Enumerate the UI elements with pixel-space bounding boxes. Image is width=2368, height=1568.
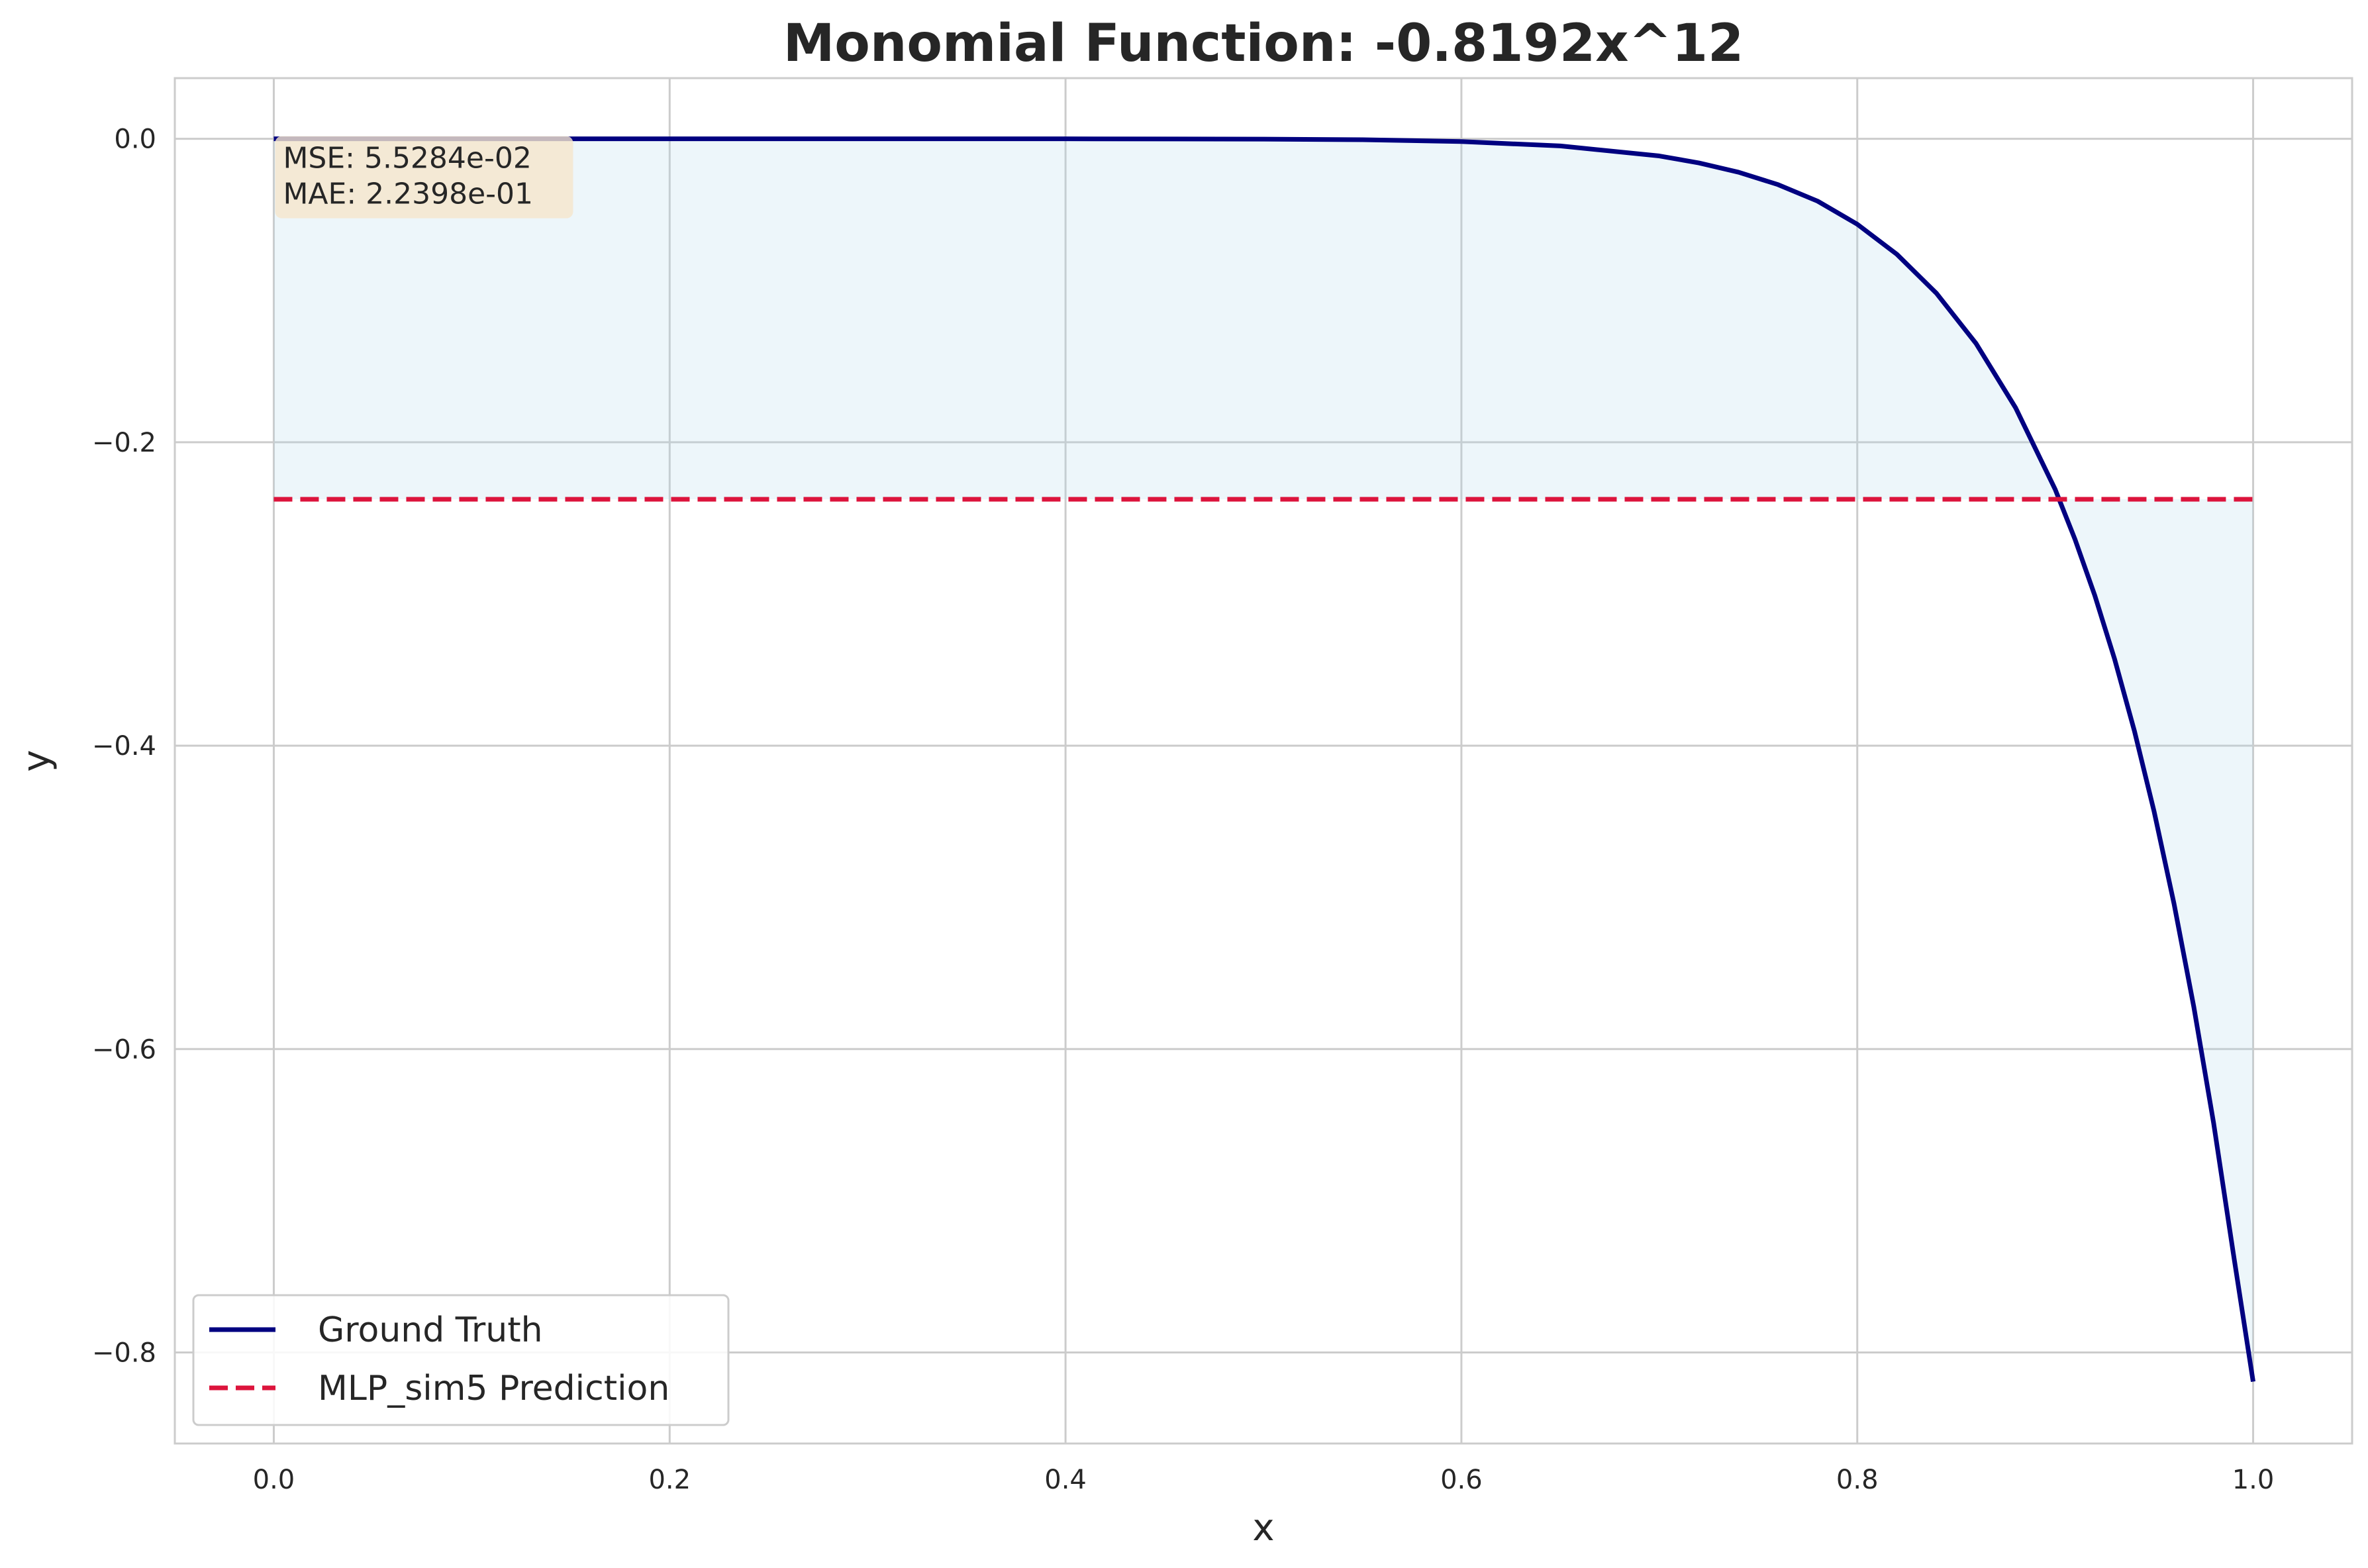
plot-frame — [173, 77, 2353, 1445]
metrics-annotation: MSE: 5.5284e-02 MAE: 2.2398e-01 — [275, 136, 573, 219]
error-fill-path — [273, 138, 2253, 1382]
ground-truth-line — [273, 136, 2256, 1383]
legend-label-prediction: MLP_sim5 Prediction — [318, 1369, 669, 1408]
legend-label-ground-truth: Ground Truth — [318, 1310, 543, 1350]
y-tick-label: −0.2 — [92, 428, 156, 458]
legend: Ground Truth MLP_sim5 Prediction — [192, 1294, 730, 1426]
y-tick-label: −0.8 — [92, 1338, 156, 1369]
x-tick-label: 0.0 — [253, 1465, 295, 1495]
y-tick-label: −0.4 — [92, 731, 156, 761]
y-tick-label: 0.0 — [114, 124, 156, 155]
x-tick-label: 1.0 — [2232, 1465, 2275, 1495]
tick-labels: 0.0 0.2 0.4 0.6 0.8 1.0 0.0 −0.2 −0.4 −0.6 −0.8 — [92, 124, 2274, 1495]
x-tick-label: 0.8 — [1836, 1465, 1879, 1495]
x-axis-label: x — [1252, 1506, 1274, 1549]
chart-title: Monomial Function: -0.8192x^12 — [783, 14, 1744, 74]
y-axis-label: y — [15, 750, 58, 771]
error-fill-area — [273, 138, 2253, 1382]
x-tick-label: 0.6 — [1440, 1465, 1483, 1495]
x-tick-label: 0.4 — [1044, 1465, 1087, 1495]
legend-box — [192, 1294, 730, 1426]
mse-text: MSE: 5.5284e-02 — [283, 142, 531, 175]
metrics-box — [275, 136, 573, 219]
x-tick-label: 0.2 — [648, 1465, 691, 1495]
series-lines — [273, 136, 2256, 1383]
y-tick-label: −0.6 — [92, 1034, 156, 1065]
mae-text: MAE: 2.2398e-01 — [283, 177, 533, 211]
